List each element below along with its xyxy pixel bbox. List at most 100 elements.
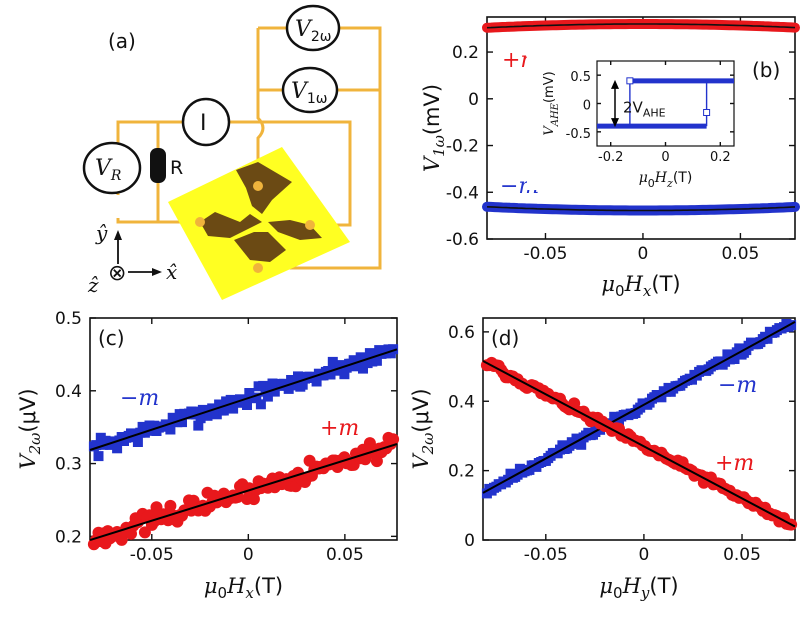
axis-x-arrowhead: [152, 268, 162, 276]
d-xtick-label: 0: [638, 545, 649, 565]
electrode-bottom: [234, 232, 286, 262]
c-xlabel-varsub: x: [245, 584, 254, 602]
b-ytick-label: -0.4: [446, 183, 479, 203]
c-xtick-label: 0: [243, 545, 254, 565]
d-xtick-label: 0.05: [723, 545, 761, 565]
b-ytick-label: -0.6: [446, 230, 479, 250]
c-point-square: [339, 369, 350, 380]
d-label-plus-m: +m: [715, 451, 754, 476]
c-ylabel-unit: (μV): [16, 388, 40, 432]
hall-bar-chip: [168, 147, 350, 300]
current-source: I: [181, 97, 231, 147]
meter-v1w-base: V: [291, 79, 309, 104]
b-inset-ylabel-sub: AHE: [550, 102, 561, 127]
b-xlabel-unit: (T): [651, 272, 680, 296]
contact-right: [305, 220, 315, 230]
c-fit-minus-m: [89, 348, 398, 451]
meter-v2w-circle: [285, 4, 341, 52]
d-point-square: [656, 392, 667, 403]
b-inset-xlabel-zero: 0: [648, 177, 655, 190]
axis-y-label: ŷ: [95, 221, 108, 245]
axis-z-label: ẑ: [87, 273, 99, 297]
b-inset-marker-up: [703, 109, 711, 116]
meter-v2w-label: V2ω: [295, 17, 332, 45]
c-point-square: [325, 369, 336, 380]
c-point-square: [165, 424, 176, 435]
d-frame: [482, 317, 796, 541]
meter-vr-label: VR: [95, 156, 122, 184]
d-ylabel-var: V: [409, 453, 433, 470]
contact-bottom: [253, 263, 263, 273]
wire-hop: [256, 100, 265, 185]
wire-meter-loop: [256, 26, 382, 125]
c-point-square: [334, 360, 345, 371]
wire-right-rail: [258, 125, 382, 270]
b-xtick-label: -0.05: [523, 244, 567, 264]
b-inset-xtick-label: 0: [661, 150, 669, 165]
b-series-plus-m-fit: [486, 23, 796, 29]
b-xtick-label: 0: [638, 244, 649, 264]
meter-v1w-sub: 1ω: [307, 91, 328, 107]
meter-vr-sub: R: [110, 168, 122, 184]
c-ylabel-var: V: [16, 453, 40, 470]
c-xlabel-zero: 0: [218, 584, 228, 602]
b-ylabel-sub: 1ω: [430, 135, 448, 157]
b-inset-xlabel: μ0Hz(T): [639, 170, 693, 190]
c-point-square: [293, 371, 303, 382]
meter-v2w-base: V: [295, 17, 313, 42]
d-ytick-label: 0.2: [448, 462, 475, 482]
axis-y-arrowhead: [114, 230, 122, 240]
b-inset-ylabel-var: V: [542, 125, 557, 136]
c-fit-plus-m: [89, 443, 398, 541]
c-point-circle: [164, 499, 177, 512]
c-label-plus-m: +m: [320, 416, 359, 441]
b-inset-xlabel-var: H: [654, 170, 668, 186]
c-point-square: [112, 443, 123, 454]
c-point-square: [93, 451, 104, 462]
b-panel-label: (b): [752, 58, 780, 82]
d-xtick-label: -0.05: [524, 545, 568, 565]
circuit-schematic: (a): [82, 4, 382, 300]
resistor-body: [150, 148, 166, 183]
panel-b-v1w-plot: -0.05 0 0.05-0.6-0.4-0.200.2μ0Hx(T)V1ω(mV)…: [420, 16, 800, 300]
electrode-pattern: [200, 162, 322, 262]
current-source-label: I: [200, 111, 207, 136]
d-point-square: [762, 333, 773, 344]
c-point-square: [358, 363, 368, 374]
current-source-circle: [181, 97, 231, 147]
c-xtick-label: -0.05: [130, 545, 174, 565]
c-label-minus-m: −m: [120, 386, 159, 411]
panel-d-v2w-hy-plot: -0.05 0 0.0500.20.40.6μ0Hy(T)V2ω(μV)(d)−m+…: [409, 317, 798, 602]
d-xlabel-varsub: y: [640, 584, 650, 602]
b-inset-arrow-bottom: [611, 118, 619, 128]
c-ytick-label: 0.4: [55, 382, 82, 402]
b-frame: [486, 16, 796, 240]
c-ytick-label: 0.2: [55, 527, 82, 547]
c-point-square: [255, 399, 266, 410]
c-xtick-label: 0.05: [326, 545, 364, 565]
b-inset-annotation-base: 2V: [623, 98, 644, 116]
b-inset-xlabel-unit: (T): [673, 170, 692, 186]
c-point-square: [258, 380, 269, 391]
c-point-square: [388, 344, 399, 355]
b-inset-ylabel-unit: (mV): [542, 71, 557, 103]
c-point-square: [297, 379, 308, 390]
d-xlabel-zero: 0: [613, 584, 623, 602]
meter-vr-base: V: [95, 156, 113, 181]
d-fit-plus-m: [482, 360, 796, 528]
c-point-square: [262, 391, 273, 402]
meter-vr-circle: [82, 141, 142, 195]
c-point-square: [132, 437, 143, 447]
b-inset-ytick-label: 0.5: [570, 70, 591, 85]
resistor: R: [150, 148, 183, 183]
c-xlabel: μ0Hx(T): [204, 574, 283, 602]
meter-v2w: V2ω: [285, 4, 341, 52]
d-label-minus-m: −m: [718, 373, 757, 398]
c-point-circle: [370, 455, 383, 468]
b-ytick-label: 0.2: [452, 43, 479, 63]
c-xlabel-var: H: [226, 574, 246, 598]
d-xlabel-var: H: [622, 574, 642, 598]
contact-left: [195, 217, 205, 227]
b-xlabel: μ0Hx(T): [601, 272, 680, 300]
c-point-square: [177, 417, 187, 428]
